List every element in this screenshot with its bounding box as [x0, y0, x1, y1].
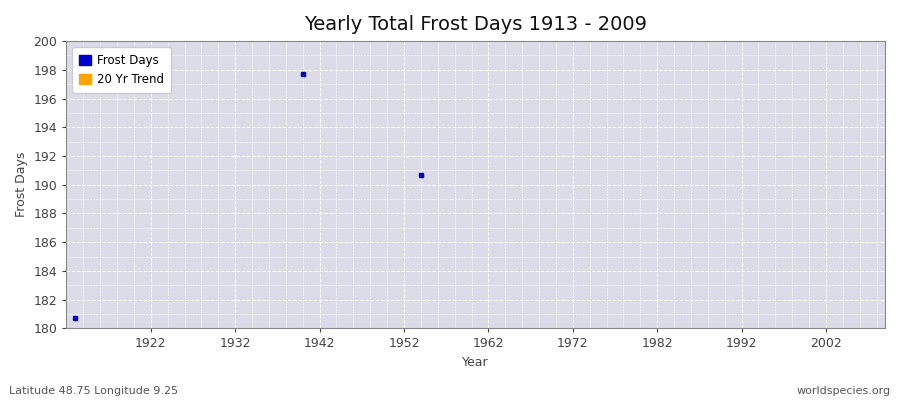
Text: Latitude 48.75 Longitude 9.25: Latitude 48.75 Longitude 9.25 [9, 386, 178, 396]
Y-axis label: Frost Days: Frost Days [15, 152, 28, 218]
Legend: Frost Days, 20 Yr Trend: Frost Days, 20 Yr Trend [72, 47, 171, 93]
Title: Yearly Total Frost Days 1913 - 2009: Yearly Total Frost Days 1913 - 2009 [304, 15, 647, 34]
X-axis label: Year: Year [463, 356, 489, 369]
Text: worldspecies.org: worldspecies.org [796, 386, 891, 396]
